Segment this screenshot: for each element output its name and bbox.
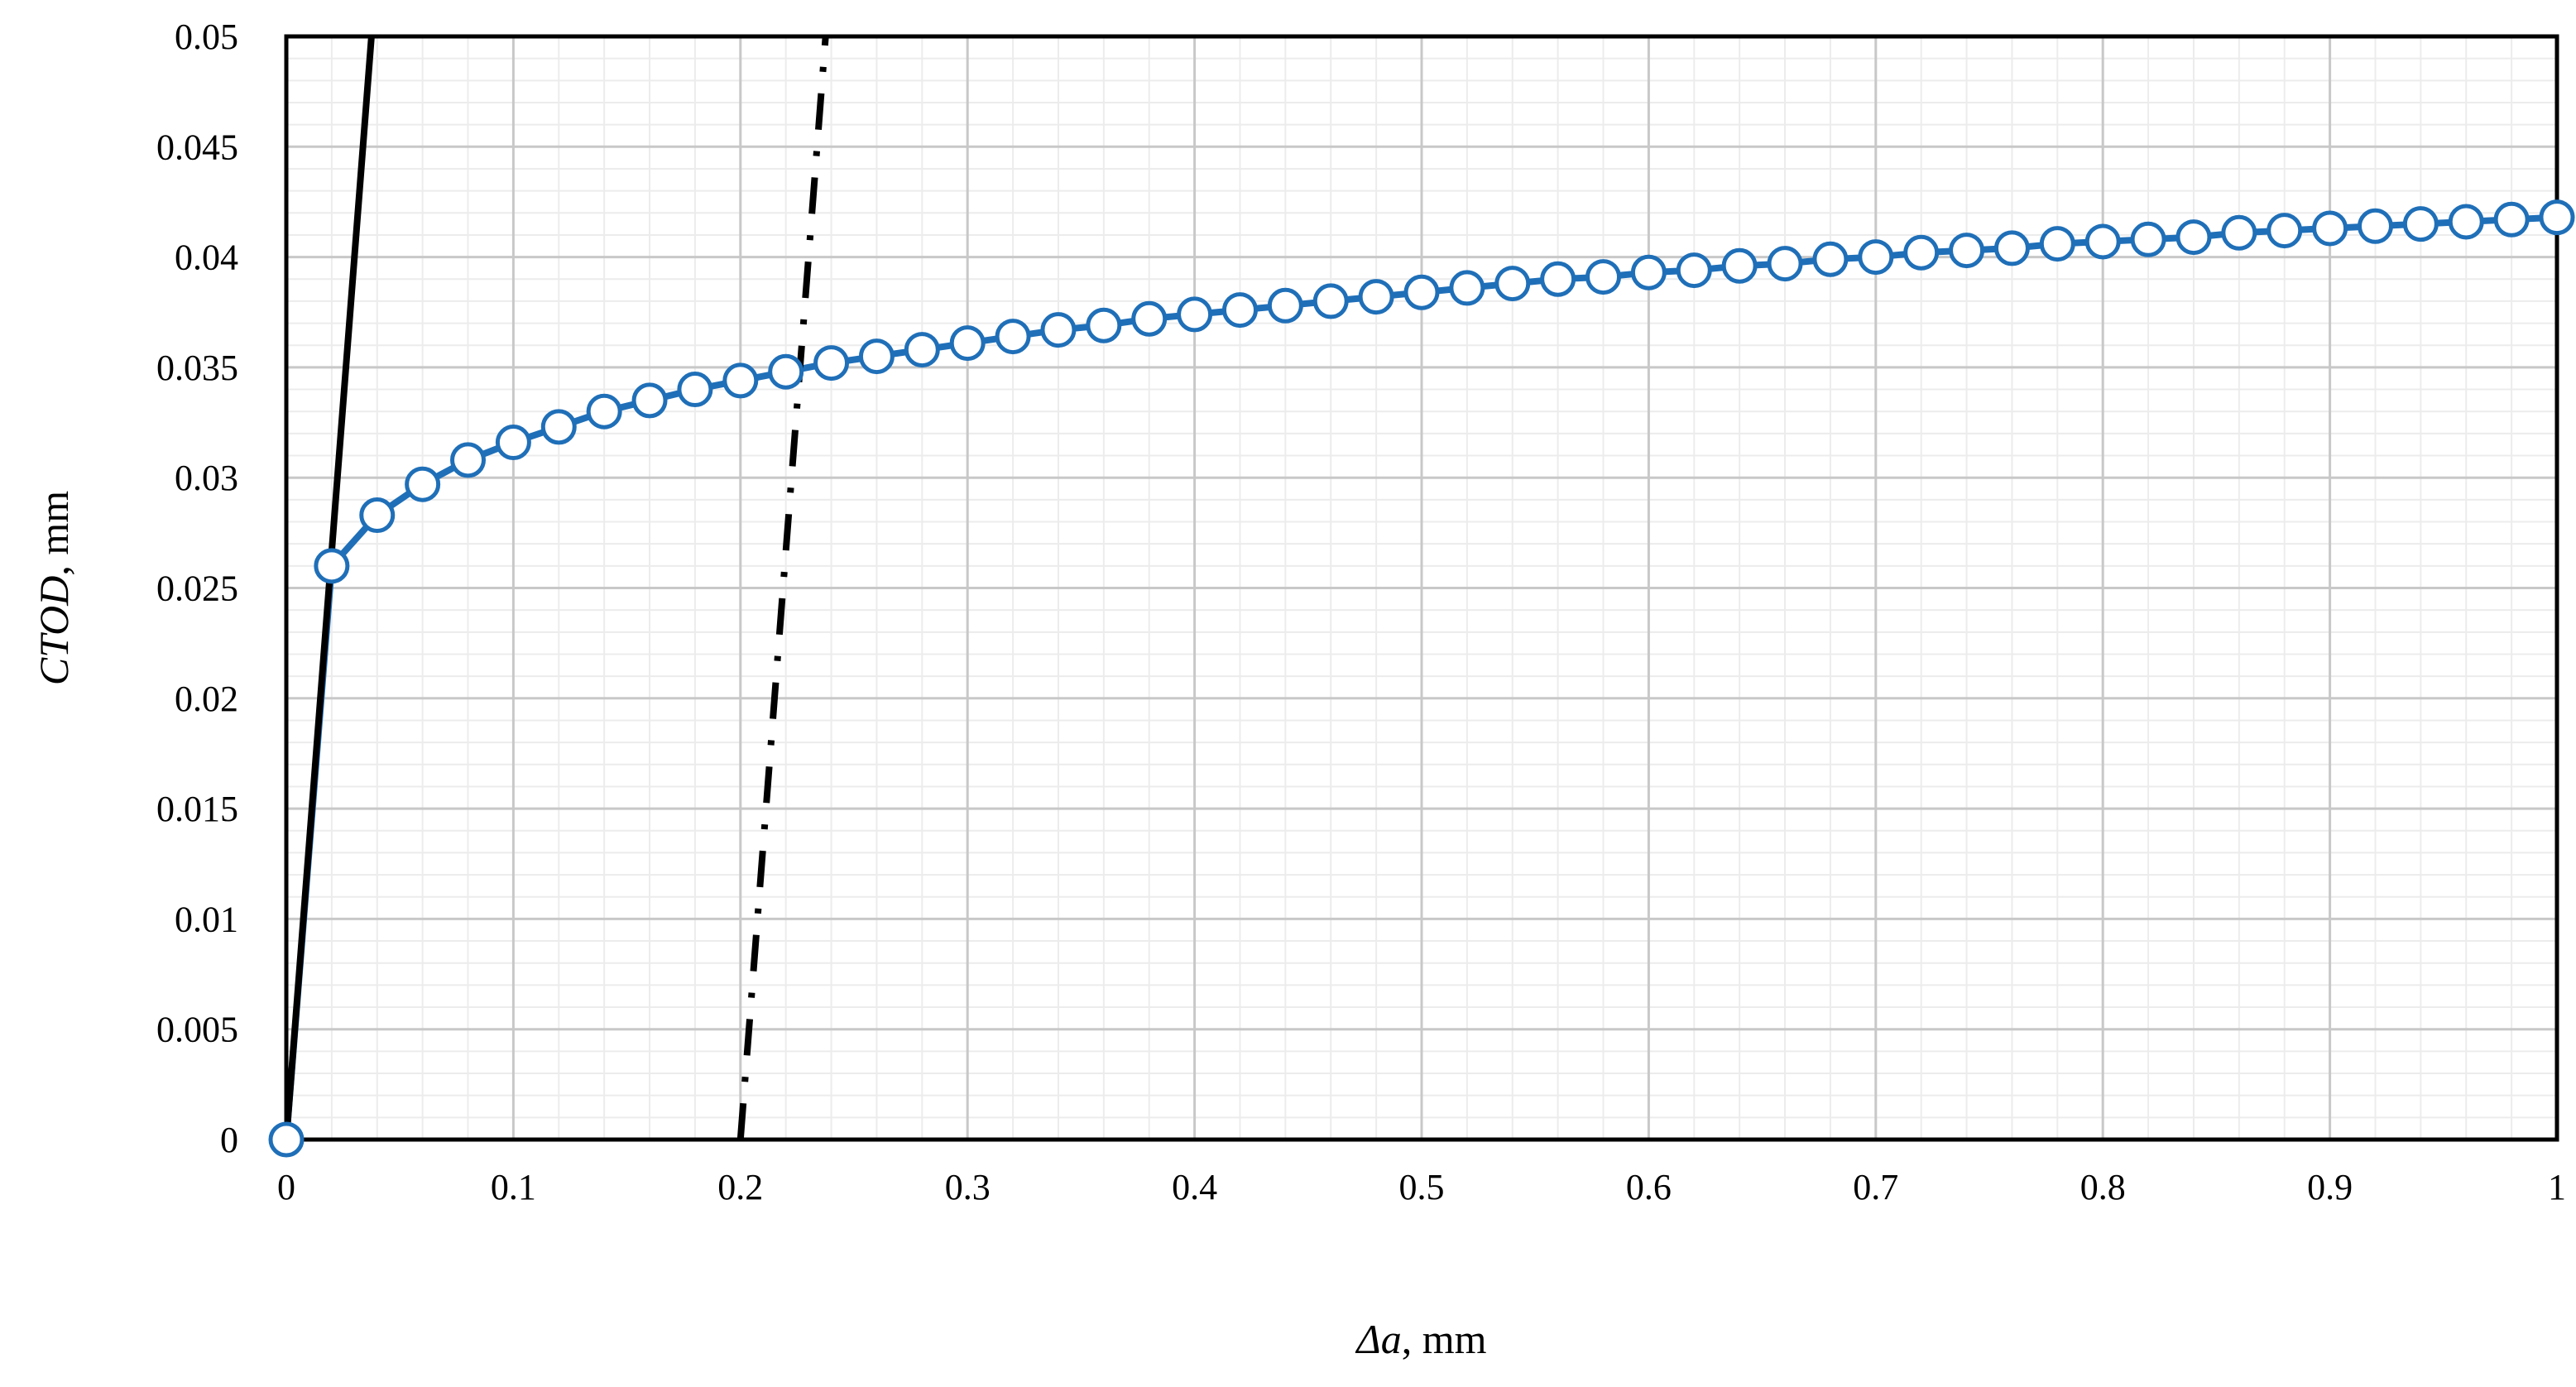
x-axis-title: Δa, mm: [1355, 1316, 1486, 1362]
y-tick-label: 0.005: [156, 1010, 238, 1050]
ctod-data-point: [314, 548, 350, 584]
y-tick-label: 0.01: [175, 899, 238, 939]
ctod-data-point: [1630, 254, 1667, 290]
ctod-data-point: [1540, 261, 1576, 297]
ctod-data-point: [813, 345, 850, 382]
ctod-data-point: [2267, 213, 2303, 249]
ctod-data-point: [1903, 234, 1940, 271]
ctod-data-point: [2448, 204, 2484, 240]
x-axis-title-symbol: Δa: [1355, 1316, 1401, 1362]
ctod-data-point: [1721, 247, 1758, 284]
ctod-data-point: [904, 332, 940, 368]
ctod-data-point: [949, 325, 986, 362]
ctod-data-point: [2357, 208, 2393, 244]
ctod-data-point: [2175, 219, 2212, 256]
ctod-data-point: [2130, 221, 2166, 257]
x-tick-label: 1: [2548, 1167, 2566, 1207]
y-tick-label: 0.04: [175, 238, 238, 278]
ctod-data-point: [1449, 270, 1485, 306]
x-tick-label: 0.5: [1399, 1167, 1445, 1207]
ctod-data-point: [858, 338, 895, 375]
x-tick-label: 0.4: [1172, 1167, 1217, 1207]
ctod-data-point: [540, 409, 577, 445]
ctod-data-point: [722, 362, 759, 399]
ctod-data-point: [586, 393, 622, 430]
x-tick-label: 0.2: [717, 1167, 763, 1207]
ctod-data-point: [1993, 230, 2030, 266]
ctod-data-point: [768, 353, 804, 390]
ctod-data-point: [1949, 233, 1985, 269]
ctod-data-point: [1267, 287, 1303, 324]
ctod-data-point: [2221, 214, 2257, 251]
ctod-data-point: [2539, 199, 2575, 236]
y-tick-label: 0.035: [156, 348, 238, 388]
ctod-data-point: [405, 466, 441, 502]
reference-line-dash-dot: [736, 36, 829, 1140]
y-tick-label: 0.02: [175, 679, 238, 719]
y-tick-label: 0.05: [175, 17, 238, 57]
y-tick-label: 0.015: [156, 789, 238, 829]
ctod-data-point: [995, 319, 1031, 355]
ctod-data-point: [631, 382, 668, 419]
ctod-data-point: [495, 425, 531, 461]
reference-line-solid: [286, 36, 375, 1140]
ctod-data-point: [268, 1121, 305, 1158]
ctod-data-point: [2493, 201, 2530, 238]
y-axis-title-unit: , mm: [31, 491, 77, 576]
ctod-data-point: [1086, 307, 1122, 343]
x-axis-title-unit: , mm: [1402, 1316, 1487, 1362]
x-tick-label: 0.1: [491, 1167, 536, 1207]
y-tick-label: 0.03: [175, 458, 238, 498]
ctod-data-point: [2402, 206, 2439, 242]
ctod-data-point: [1312, 283, 1349, 319]
ctod-data-point: [677, 372, 713, 408]
y-axis-tick-labels: 0 0.005 0.01 0.015 0.02 0.025 0.03 0.035 0.04 0.0…: [156, 17, 238, 1160]
ctod-data-point: [1767, 246, 1803, 282]
ctod-data-point: [1358, 279, 1394, 315]
ctod-data-point: [1131, 300, 1168, 337]
x-tick-label: 0.8: [2080, 1167, 2126, 1207]
ctod-data-point: [2312, 210, 2348, 247]
ctod-data-point: [1040, 312, 1077, 348]
ctod-data-point: [450, 442, 487, 478]
y-tick-label: 0.025: [156, 569, 238, 609]
ctod-data-point: [1676, 252, 1712, 289]
ctod-data-point: [1494, 266, 1531, 302]
x-axis-tick-labels: 0 0.1 0.2 0.3 0.4 0.5 0.6 0.7 0.8 0.9 1: [277, 1167, 2566, 1207]
y-axis-title-symbol: CTOD: [31, 576, 77, 685]
ctod-data-point: [1403, 274, 1440, 310]
ctod-data-point: [2039, 226, 2075, 262]
x-tick-label: 0.3: [945, 1167, 991, 1207]
x-tick-label: 0.6: [1626, 1167, 1672, 1207]
x-tick-label: 0: [277, 1167, 295, 1207]
y-axis-title: CTOD, mm: [31, 491, 77, 685]
ctod-data-point: [1221, 292, 1258, 329]
ctod-data-point: [2084, 223, 2121, 260]
ctod-data-point: [359, 497, 396, 534]
plot-area-border: [284, 34, 2559, 1142]
markers-layer: [268, 199, 2575, 1158]
ctod-data-point: [1812, 241, 1849, 277]
y-tick-label: 0: [220, 1120, 238, 1160]
ctod-data-point: [1858, 239, 1894, 276]
x-tick-label: 0.9: [2307, 1167, 2353, 1207]
x-tick-label: 0.7: [1853, 1167, 1898, 1207]
ctod-data-point: [1585, 259, 1622, 295]
y-tick-label: 0.045: [156, 127, 238, 167]
ctod-data-point: [1177, 296, 1213, 333]
